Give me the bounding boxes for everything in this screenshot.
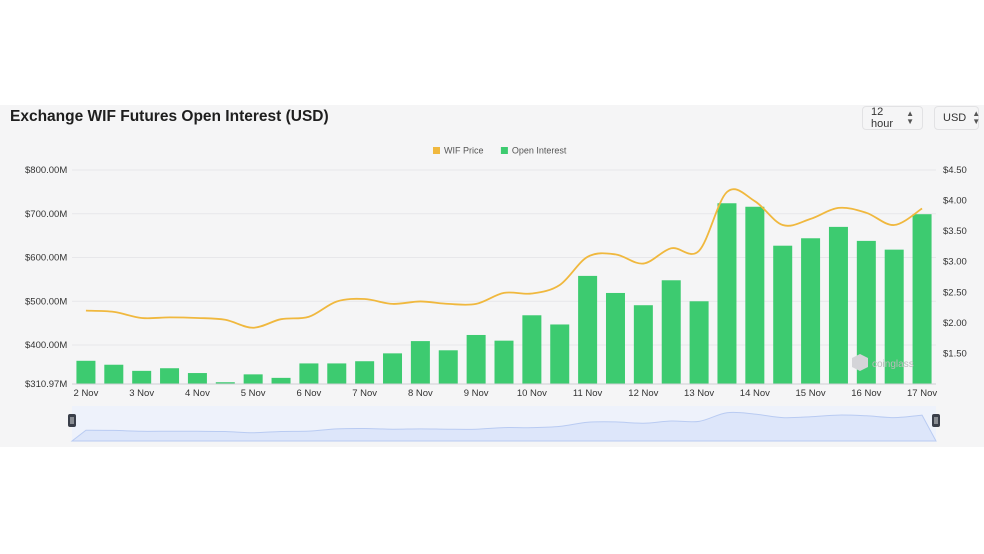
oi-bar — [243, 374, 263, 384]
x-tick-label: 8 Nov — [408, 388, 433, 399]
open-interest-chart: WIF Price Open Interest $800.00M$700.00M$… — [25, 146, 967, 442]
x-tick-label: 6 Nov — [296, 388, 321, 399]
x-tick-label: 5 Nov — [241, 388, 266, 399]
oi-bar — [773, 245, 793, 384]
oi-bar — [801, 238, 821, 384]
x-tick-label: 15 Nov — [796, 388, 826, 399]
x-tick-label: 12 Nov — [628, 388, 658, 399]
oi-bar — [76, 360, 96, 384]
x-tick-label: 4 Nov — [185, 388, 210, 399]
wif-price-line — [85, 188, 923, 329]
oi-bar — [327, 363, 347, 384]
open-interest-bars — [76, 203, 932, 384]
oi-bar — [522, 315, 542, 384]
y-tick-label-left: $500.00M — [25, 296, 67, 307]
y-tick-label-left: $600.00M — [25, 253, 67, 264]
legend-item: Open Interest — [512, 146, 567, 156]
navigator-handle-left[interactable] — [68, 414, 76, 427]
coinglass-logo-icon — [852, 354, 868, 371]
y-tick-label-right: $2.50 — [943, 287, 967, 298]
oi-bar — [494, 340, 514, 384]
y-tick-label-right: $1.50 — [943, 348, 967, 359]
x-tick-label: 2 Nov — [74, 388, 99, 399]
oi-bar — [187, 373, 207, 384]
x-tick-label: 14 Nov — [740, 388, 770, 399]
y-tick-label-left: $800.00M — [25, 165, 67, 176]
oi-bar — [550, 324, 570, 384]
range-navigator[interactable] — [68, 406, 940, 442]
x-tick-label: 9 Nov — [464, 388, 489, 399]
currency-select-label: USD — [943, 112, 967, 124]
x-tick-label: 11 Nov — [573, 388, 603, 399]
y-axis-right: $4.50 $4.00 $3.50 $3.00 $2.50 $2.00 $1.50 — [943, 165, 967, 359]
page-title: Exchange WIF Futures Open Interest (USD) — [10, 108, 329, 125]
navigator-handle-right[interactable] — [932, 414, 940, 427]
chart-legend[interactable]: WIF Price Open Interest — [433, 146, 567, 156]
oi-bar — [355, 361, 375, 384]
y-axis-left: $800.00M $700.00M $600.00M $500.00M $400.00M… — [25, 165, 67, 390]
interval-select[interactable]: 12 hour ▲︎ ▼︎ — [862, 106, 923, 130]
oi-bar — [299, 363, 319, 384]
oi-bar — [466, 334, 486, 384]
x-tick-label: 13 Nov — [684, 388, 714, 399]
oi-bar — [661, 280, 681, 384]
x-axis: 2 Nov 3 Nov 4 Nov 5 Nov 6 Nov 7 Nov 8 Nov 9 Nov… — [72, 383, 937, 399]
watermark-text: coinglass — [872, 359, 914, 370]
oi-bar — [132, 370, 152, 384]
oi-bar — [884, 249, 904, 384]
y-tick-label-right: $3.50 — [943, 226, 967, 237]
price-line — [85, 188, 923, 329]
oi-bar — [104, 364, 124, 384]
oi-bar — [828, 226, 848, 384]
y-tick-label-right: $4.50 — [943, 165, 967, 176]
oi-bar — [410, 341, 430, 384]
oi-bar — [215, 382, 235, 384]
oi-bar — [438, 350, 458, 384]
y-tick-label-left: $400.00M — [25, 340, 67, 351]
y-tick-label-left: $310.97M — [25, 379, 67, 390]
legend-item: WIF Price — [444, 146, 484, 156]
legend-swatch — [433, 147, 440, 154]
x-tick-label: 16 Nov — [851, 388, 881, 399]
legend-swatch — [500, 147, 508, 154]
chevron-up-down-icon: ▲︎ ▼︎ — [972, 109, 981, 126]
x-tick-label: 10 Nov — [517, 388, 547, 399]
y-tick-label-right: $3.00 — [943, 257, 967, 268]
oi-bar — [856, 240, 876, 384]
x-tick-label: 7 Nov — [352, 388, 377, 399]
interval-select-label: 12 hour — [871, 106, 894, 130]
oi-bar — [271, 377, 291, 384]
x-tick-label: 3 Nov — [129, 388, 154, 399]
y-tick-label-left: $700.00M — [25, 209, 67, 220]
x-tick-label: 17 Nov — [907, 388, 937, 399]
watermark: coinglass — [852, 354, 914, 371]
chevron-up-down-icon: ▲︎ ▼︎ — [906, 109, 914, 126]
y-tick-label-right: $2.00 — [943, 318, 967, 329]
oi-bar — [383, 353, 403, 384]
oi-bar — [717, 203, 737, 384]
oi-bar — [689, 301, 709, 384]
currency-select[interactable]: USD ▲︎ ▼︎ — [934, 106, 981, 130]
y-tick-label-right: $4.00 — [943, 196, 967, 207]
oi-bar — [578, 275, 598, 384]
oi-bar — [745, 206, 765, 384]
oi-bar — [160, 368, 180, 384]
oi-bar — [633, 305, 653, 384]
oi-bar — [605, 292, 625, 384]
navigator-series — [70, 411, 937, 442]
oi-bar — [912, 214, 932, 384]
